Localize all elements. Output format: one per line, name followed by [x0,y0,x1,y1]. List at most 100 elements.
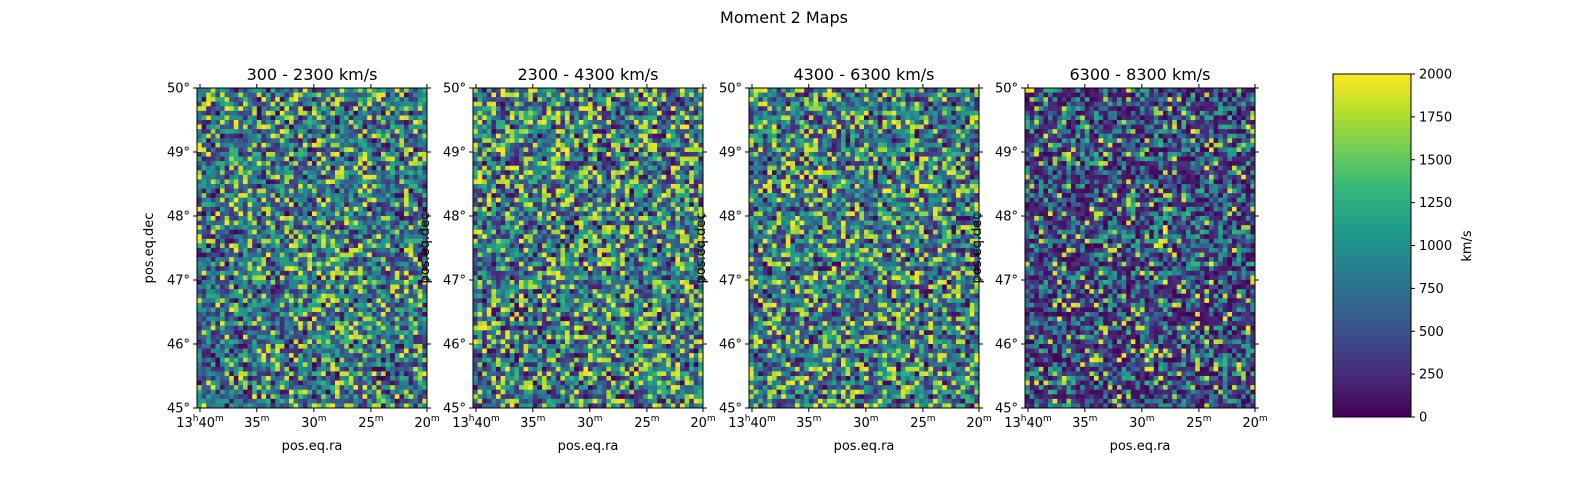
heatmap-cell [560,161,565,166]
heatmap-cell [248,97,253,102]
heatmap-cell [372,161,377,166]
heatmap-cell [252,211,257,216]
heatmap-cell [252,216,257,221]
heatmap-cell [680,189,685,194]
heatmap-cell [234,202,239,207]
heatmap-cell [418,353,423,358]
heatmap-cell [634,93,639,98]
heatmap-cell [565,152,570,157]
heatmap-cell [376,303,381,308]
heatmap-cell [289,307,294,312]
heatmap-cell [685,161,690,166]
heatmap-cell [248,202,253,207]
heatmap-cell [390,152,395,157]
heatmap-cell [307,298,312,303]
heatmap-cell [418,294,423,299]
heatmap-cell [275,193,280,198]
heatmap-cell [252,175,257,180]
heatmap-cell [252,115,257,120]
heatmap-cell [266,303,271,308]
heatmap-cell [303,317,308,322]
heatmap-cell [303,399,308,404]
heatmap-cell [597,198,602,203]
heatmap-cell [248,321,253,326]
heatmap-cell [409,125,414,130]
heatmap-cell [537,115,542,120]
heatmap-cell [312,102,317,107]
heatmap-cell [284,221,289,226]
heatmap-cell [376,189,381,194]
heatmap-cell [537,129,542,134]
heatmap-cell [390,134,395,139]
heatmap-cell [473,97,478,102]
heatmap-cell [284,298,289,303]
heatmap-cell [367,248,372,253]
heatmap-cell [340,399,345,404]
heatmap-cell [197,326,202,331]
heatmap-cell [248,189,253,194]
heatmap-cell [413,125,418,130]
heatmap-cell [266,239,271,244]
heatmap-cell [533,97,538,102]
heatmap-cell [680,120,685,125]
heatmap-cell [381,125,386,130]
heatmap-cell [275,234,280,239]
x-tick-label: 35m [244,414,269,431]
heatmap-cell [542,216,547,221]
heatmap-cell [344,266,349,271]
heatmap-cell [321,179,326,184]
heatmap-cell [602,88,607,93]
heatmap-cell [220,161,225,166]
heatmap-cell [588,111,593,116]
heatmap-cell [542,211,547,216]
heatmap-cell [197,344,202,349]
heatmap-cell [229,221,234,226]
heatmap-cell [252,198,257,203]
heatmap-cell [202,193,207,198]
heatmap-cell [643,161,648,166]
heatmap-cell [579,166,584,171]
heatmap-cell [657,166,662,171]
heatmap-cell [376,102,381,107]
heatmap-cell [202,111,207,116]
heatmap-cell [666,120,671,125]
heatmap-cell [349,381,354,386]
heatmap-cell [220,280,225,285]
heatmap-cell [335,307,340,312]
heatmap-cell [565,157,570,162]
heatmap-cell [266,275,271,280]
heatmap-cell [206,248,211,253]
heatmap-cell [225,102,230,107]
heatmap-cell [252,399,257,404]
heatmap-cell [496,202,501,207]
heatmap-cell [625,179,630,184]
heatmap-cell [496,111,501,116]
heatmap-cell [560,184,565,189]
heatmap-cell [266,266,271,271]
heatmap-cell [367,317,372,322]
heatmap-cell [349,207,354,212]
heatmap-cell [685,129,690,134]
heatmap-cell [381,253,386,258]
heatmap-cell [556,111,561,116]
heatmap-cell [275,88,280,93]
heatmap-cell [689,152,694,157]
heatmap-cell [606,193,611,198]
heatmap-cell [275,262,280,267]
heatmap-cell [312,152,317,157]
heatmap-cell [298,179,303,184]
heatmap-cell [225,326,230,331]
heatmap-cell [399,115,404,120]
heatmap-cell [579,207,584,212]
heatmap-cell [280,184,285,189]
heatmap-cell [271,138,276,143]
heatmap-cell [363,307,368,312]
heatmap-cell [303,262,308,267]
heatmap-cell [335,262,340,267]
heatmap-cell [284,115,289,120]
heatmap-cell [234,147,239,152]
heatmap-cell [685,202,690,207]
heatmap-cell [358,307,363,312]
heatmap-cell [514,102,519,107]
heatmap-cell [261,353,266,358]
